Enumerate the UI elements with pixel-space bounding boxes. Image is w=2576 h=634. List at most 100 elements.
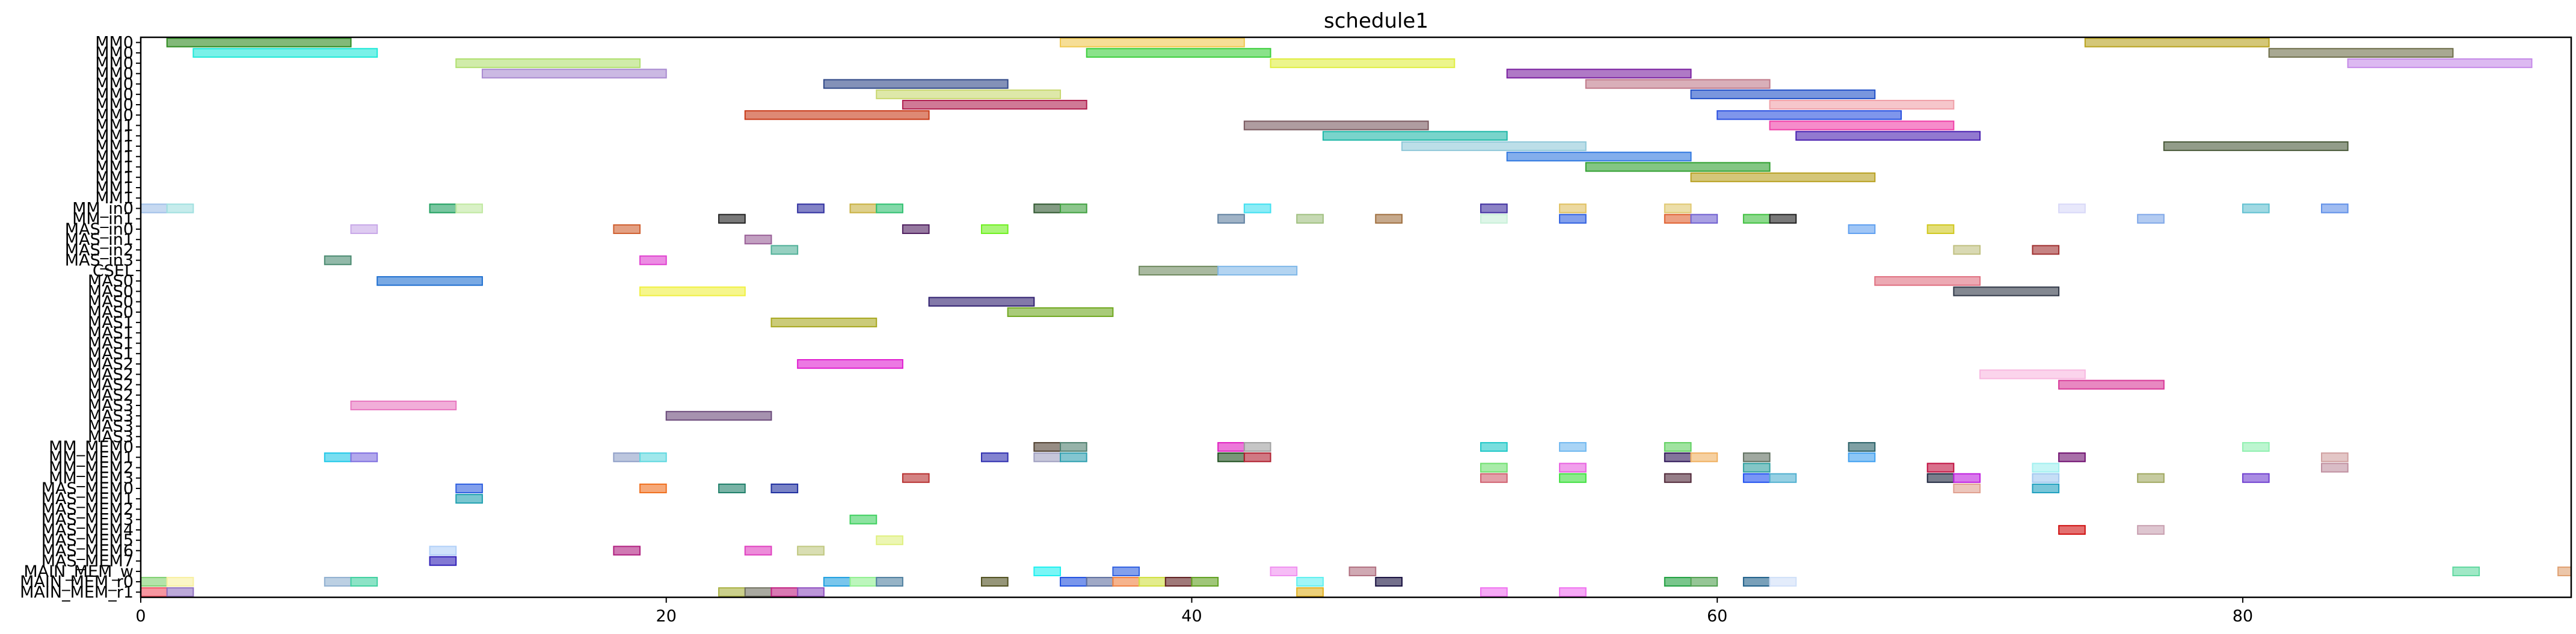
task-bar (718, 587, 746, 597)
task-bar (1033, 203, 1062, 214)
y-tick-label: MAIN_MEM_r0 (20, 573, 134, 591)
task-bar (2557, 566, 2572, 576)
y-tick-label: MM_MEM0 (49, 438, 134, 457)
y-tick-label: MAS_MEM3 (41, 511, 134, 529)
task-bar (2032, 483, 2060, 494)
task-bar (350, 224, 378, 235)
y-tick-label: MM_MEM1 (49, 448, 134, 467)
y-tick-label: MAS_MEM7 (41, 552, 134, 571)
task-bar (1296, 587, 1324, 597)
task-bar (770, 318, 878, 328)
task-bar (2347, 58, 2533, 69)
task-bar (718, 214, 746, 224)
y-tick-label: MAS1 (88, 324, 134, 342)
task-bar (1742, 463, 1771, 473)
task-bar (1769, 473, 1797, 483)
task-bar (1480, 442, 1508, 452)
task-bar (1559, 473, 1587, 483)
task-bar (770, 587, 799, 597)
y-tick-label: MM_in0 (72, 199, 134, 218)
y-tick-label: MAS0 (88, 303, 134, 322)
task-bar (797, 587, 825, 597)
task-bar (1742, 473, 1771, 483)
task-bar (902, 99, 1087, 110)
task-bar (455, 483, 483, 494)
task-bar (377, 276, 483, 286)
task-bar (1480, 203, 1508, 214)
task-bar (1769, 120, 1955, 131)
task-bar (823, 577, 851, 587)
y-tick-label: MM0 (95, 75, 134, 94)
task-bar (166, 587, 194, 597)
task-bar (876, 203, 903, 214)
task-bar (1480, 214, 1508, 224)
task-bar (429, 556, 457, 566)
task-bar (1270, 58, 1456, 69)
x-axis: 0 20 40 60 80 (135, 597, 2253, 626)
y-tick-label: MAS_in1 (65, 230, 134, 249)
task-bar (1296, 577, 1324, 587)
task-bar (770, 245, 799, 255)
task-bar (1060, 442, 1087, 452)
y-tick-label: MAS_in0 (65, 220, 134, 239)
task-bar (1480, 587, 1508, 597)
task-bar (1690, 577, 1718, 587)
task-bar (455, 58, 641, 69)
y-tick-label: MAS3 (88, 407, 134, 425)
task-bar (1559, 442, 1587, 452)
x-tick-label: 80 (2233, 607, 2253, 626)
task-bar (639, 286, 746, 297)
task-bar (876, 577, 903, 587)
task-bar (1690, 89, 1876, 99)
task-bar (1217, 452, 1245, 463)
x-tick-label: 40 (1181, 607, 1202, 626)
task-bar (613, 452, 641, 463)
task-bar (1795, 131, 1981, 141)
task-bar (1559, 587, 1587, 597)
y-tick-label: MAS0 (88, 293, 134, 312)
task-bar (2137, 214, 2165, 224)
task-bar (2320, 452, 2349, 463)
y-tick-label: MM1 (95, 179, 134, 197)
task-bar (797, 203, 825, 214)
y-tick-label: MAS_MEM0 (41, 479, 134, 498)
task-bar (1060, 452, 1087, 463)
task-bar (2268, 48, 2454, 58)
task-bar (1243, 452, 1271, 463)
task-bar (902, 473, 930, 483)
task-bar (876, 89, 1062, 99)
x-tick-label: 60 (1707, 607, 1727, 626)
y-tick-label: MAS_MEM1 (41, 490, 134, 508)
y-tick-label: MAIN_MEM_r1 (20, 583, 134, 602)
task-bar (1007, 307, 1114, 317)
task-bar (1480, 473, 1508, 483)
task-bar (1664, 577, 1692, 587)
task-bar (744, 587, 772, 597)
task-bar (639, 452, 667, 463)
task-bar (1559, 203, 1587, 214)
task-bar (849, 577, 878, 587)
task-bar (2032, 245, 2060, 255)
y-tick-label: MM0 (95, 34, 134, 52)
y-axis: MM0MM0MM0MM0MM0MM0MM0MM0MM1MM1MM1MM1MM1M… (20, 34, 141, 602)
task-bar (1139, 265, 1219, 275)
task-bar (876, 535, 903, 546)
task-bar (1585, 79, 1771, 89)
task-bar (613, 546, 641, 556)
task-bar (1506, 69, 1692, 79)
chart-title: schedule1 (1324, 9, 1428, 33)
y-tick-label: MAS1 (88, 345, 134, 363)
task-bar (1690, 172, 1876, 182)
task-bar (1401, 141, 1587, 152)
task-bar (639, 255, 667, 265)
task-bar (718, 483, 746, 494)
task-bar (140, 587, 168, 597)
task-bar (1191, 577, 1219, 587)
task-bar (429, 203, 457, 214)
task-bar (1033, 566, 1062, 576)
task-bar (1375, 577, 1403, 587)
y-tick-label: MM1 (95, 147, 134, 166)
task-bar (1559, 463, 1587, 473)
task-bar (980, 452, 1009, 463)
